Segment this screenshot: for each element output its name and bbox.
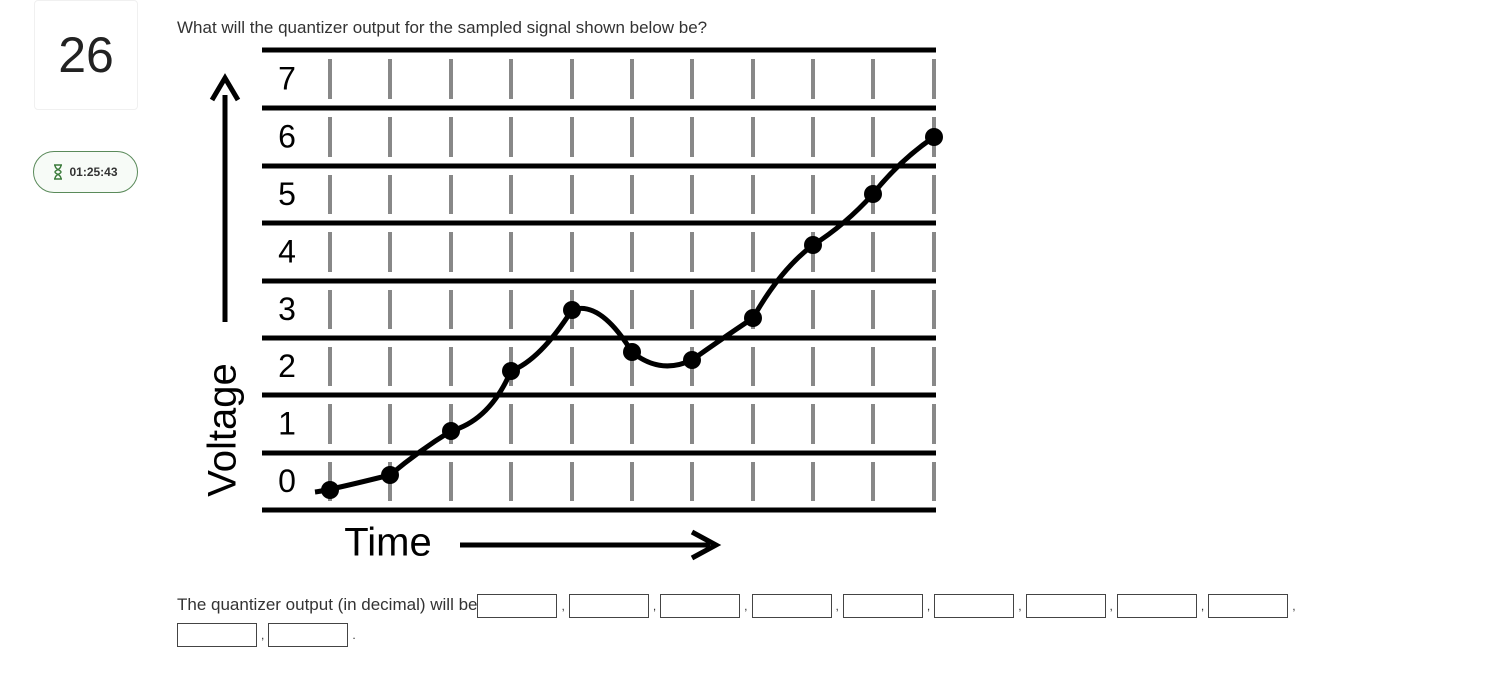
sample-point: [804, 236, 822, 254]
sample-point: [442, 422, 460, 440]
hourglass-icon: [54, 164, 63, 180]
time-arrowhead: [690, 529, 722, 561]
level-label: 5: [278, 176, 296, 212]
answer-separator: .: [352, 628, 356, 642]
answer-input[interactable]: [568, 593, 649, 618]
timer-text: 01:25:43: [69, 165, 118, 179]
question-prompt: What will the quantizer output for the s…: [177, 18, 708, 37]
answer-input[interactable]: [177, 622, 257, 647]
level-label: 2: [278, 348, 296, 384]
answer-separator: ,: [652, 599, 657, 613]
answer-input[interactable]: [1025, 593, 1106, 618]
voltage-arrowhead: [209, 73, 241, 102]
answer-separator: ,: [1018, 599, 1022, 613]
answer-input[interactable]: [660, 593, 741, 618]
level-label: 4: [278, 233, 296, 269]
x-axis-label: Time: [344, 521, 431, 565]
answer-separator: ,: [1109, 599, 1113, 613]
answer-separator: ,: [261, 628, 265, 642]
level-label: 3: [278, 291, 296, 327]
sample-point: [623, 343, 641, 361]
answer-input[interactable]: [1208, 593, 1289, 618]
answer-separator: ,: [926, 599, 931, 613]
sample-point: [925, 128, 943, 146]
signal-figure: Voltage Time 0 1 2 3 4 5 6 7: [201, 47, 943, 565]
sample-point: [683, 351, 701, 369]
sample-point: [864, 185, 882, 203]
sample-point: [321, 481, 339, 499]
answer-prefix: The quantizer output (in decimal) will b…: [177, 595, 478, 614]
sample-point: [381, 466, 399, 484]
answer-separator: ,: [835, 599, 839, 613]
answer-input[interactable]: [934, 593, 1015, 618]
level-label: 0: [278, 463, 296, 499]
level-label: 1: [278, 405, 296, 441]
answer-input[interactable]: [751, 593, 832, 618]
answer-separator: ,: [561, 599, 565, 613]
sample-point: [502, 362, 520, 380]
answer-input[interactable]: [1116, 593, 1197, 618]
answer-line: The quantizer output (in decimal) will b…: [177, 591, 1397, 649]
y-axis-label: Voltage: [201, 363, 245, 496]
answer-separator: ,: [1200, 599, 1205, 613]
answer-separator: ,: [744, 599, 748, 613]
sample-point: [744, 309, 762, 327]
answer-separator: ,: [1292, 599, 1296, 613]
timer: 01:25:43: [33, 151, 138, 193]
level-label: 7: [278, 60, 296, 96]
sample-point: [563, 301, 581, 319]
signal-curve: [314, 134, 936, 495]
answer-input[interactable]: [268, 622, 349, 647]
level-label: 6: [278, 118, 296, 154]
answer-input[interactable]: [842, 593, 923, 618]
question-number: 26: [34, 0, 138, 110]
answer-boxes: ,,,,,,,,,,.: [177, 593, 1300, 647]
answer-input[interactable]: [477, 593, 558, 618]
